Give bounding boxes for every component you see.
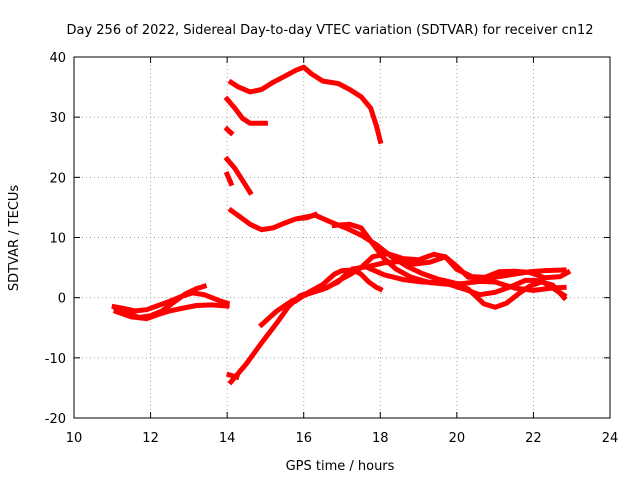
x-tick-label: 16 [295,431,312,446]
x-tick-label: 12 [142,431,159,446]
chart-title: Day 256 of 2022, Sidereal Day-to-day VTE… [66,23,593,38]
x-tick-label: 22 [525,431,542,446]
x-tick-label: 24 [602,431,619,446]
x-tick-label: 20 [449,431,466,446]
series-arc-13 [292,267,384,305]
y-tick-label: -20 [45,412,66,427]
tick-labels: 10 12 14 16 18 20 22 24 -20 -10 0 10 20 30 40 [45,51,619,446]
series-arc-15 [296,212,568,310]
y-tick-label: 20 [49,171,66,186]
x-axis-label: GPS time / hours [286,459,395,474]
series-arc-16 [350,254,572,281]
y-tick-label: 30 [49,111,66,126]
y-tick-label: 40 [49,51,66,66]
series-arc-3 [112,302,230,322]
series-arc-8 [223,171,235,187]
data-series [111,64,572,386]
series-arc-4 [227,64,384,145]
series-arc-6 [223,125,235,137]
series-arc-1 [111,290,231,314]
series-arc-7 [223,155,254,196]
x-tick-label: 14 [219,431,236,446]
y-tick-label: 10 [49,232,66,247]
y-tick-label: 0 [58,292,66,307]
x-tick-label: 10 [66,431,83,446]
axis-ticks [73,56,611,419]
series-arc-5 [223,95,268,126]
grid-lines [74,57,610,418]
y-tick-label: -10 [45,352,66,367]
y-axis-label: SDTVAR / TECUs [7,185,22,292]
x-tick-label: 18 [372,431,389,446]
